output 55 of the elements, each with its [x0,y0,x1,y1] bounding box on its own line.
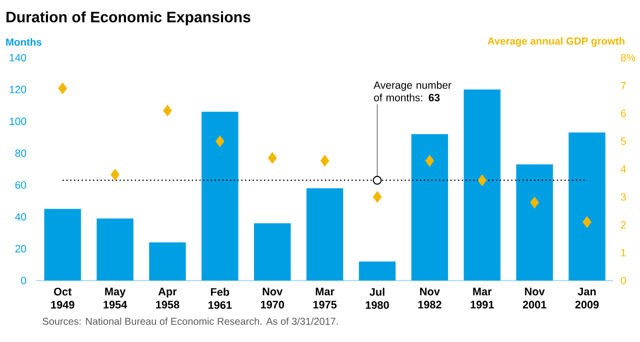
y-tick-label: 20 [15,244,26,252]
x-tick-label: Jul 1980 [366,288,389,309]
x-tick-label: May 1954 [104,288,128,308]
x-tick-label: Nov 1970 [260,288,284,308]
point [478,174,487,186]
y-tick-label: 60 [15,181,26,189]
y2-tick-label: 4 [620,165,626,173]
x-tick-label: Mar 1991 [470,288,494,308]
bar [568,132,606,280]
y2-tick-label: 0 [620,276,626,284]
x-tick-label: Nov 2001 [522,288,546,308]
point [320,154,330,166]
y-tick-label: 120 [10,86,26,94]
x-tick-label: Jan 2009 [575,288,599,308]
y2-axis-title: Average annual GDP growth [488,37,624,47]
bar [306,188,344,280]
y-tick-label: 0 [21,276,26,284]
bar [202,112,238,280]
bar [464,89,500,280]
y-tick-label: 100 [10,118,26,125]
x-tick-label: Nov 1982 [418,288,442,308]
y2-tick-label: 3 [620,193,626,201]
y2-tick-label: 6 [621,110,626,118]
y-tick-label: 40 [15,213,26,220]
y-axis-title: Months [6,38,42,46]
point [372,191,382,203]
annotation: Average number of months: 63 [374,81,452,102]
chart-title: Duration of Economic Expansions [6,11,250,26]
y2-tick-label: 1 [621,248,626,256]
x-tick-label: Oct 1949 [51,288,74,309]
source-note: Sources: National Bureau of Economic Research. As of 3/31/2017. [42,317,338,325]
bar [149,242,186,280]
x-tick-label: Apr 1958 [156,288,180,308]
x-tick-label: Mar 1975 [313,288,337,308]
point [425,154,434,166]
point [268,152,277,164]
bar [516,164,553,280]
x-tick-label: Feb 1961 [208,288,232,309]
point [530,196,539,208]
point [216,135,224,147]
point [163,104,172,116]
bar [411,134,448,280]
point [58,82,68,94]
y-tick-label: 80 [15,149,26,157]
bar [44,208,81,280]
y2-tick-label: 2 [621,221,626,228]
y2-tick-label: 8% [620,54,636,62]
bar [254,223,291,280]
y2-tick-label: 7 [621,82,626,90]
point [110,168,120,180]
bar [96,218,134,280]
point [582,216,592,228]
y2-tick-label: 5 [620,138,626,145]
y-tick-label: 140 [10,54,26,62]
bar [358,261,396,280]
